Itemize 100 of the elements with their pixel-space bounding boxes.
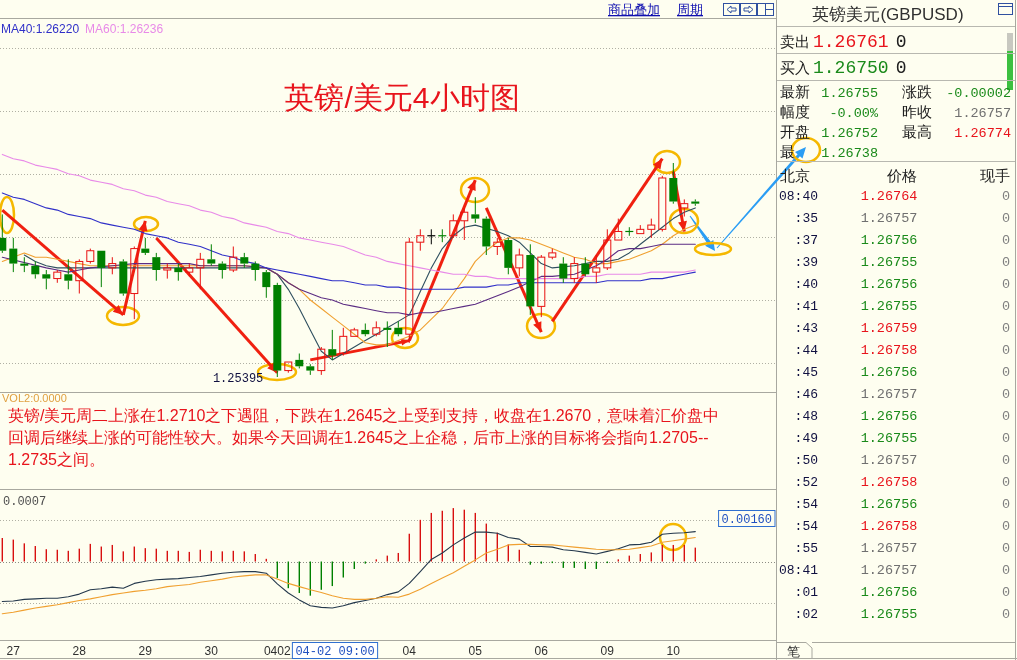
data-label: 0 <box>895 32 907 52</box>
category-label: 最新 <box>780 83 810 100</box>
x-tick-label: 29 <box>138 644 153 658</box>
data-label: 1.26757 <box>860 541 918 556</box>
data-label: 0 <box>1001 365 1010 380</box>
category-label: 幅度 <box>780 103 810 120</box>
category-label: 卖出 <box>780 33 810 50</box>
category-label: :39 <box>794 255 818 270</box>
x-tick-label: 30 <box>204 644 219 658</box>
data-label: 0 <box>1001 607 1010 622</box>
data-label: 1.26758 <box>860 475 918 490</box>
data-label: 0 <box>1001 585 1010 600</box>
data-label: 0 <box>1001 211 1010 226</box>
text: 0.00160 <box>721 513 772 527</box>
data-label: 0 <box>1001 431 1010 446</box>
data-label: 1.26756 <box>860 409 918 424</box>
data-label: 1.26755 <box>860 255 918 270</box>
text: -0.00002 <box>946 86 1011 101</box>
category-label: 涨跌 <box>902 83 932 100</box>
x-tick-label: 28 <box>72 644 87 658</box>
text: 英镑/美元周二上涨在1.2710之下遇阻，下跌在1.2645之上受到支持，收盘在1.2670，意味着汇价盘中回调后继续上涨的可能性较大。如果今天回调在1.2645之上企稳，后市上涨的目标将会指向1.2705--1.2735之间。 <box>8 407 720 468</box>
data-label: 1.26774 <box>954 126 1011 141</box>
data-label: 1.26757 <box>860 453 918 468</box>
annotation: 0.0007 <box>3 495 47 509</box>
category-label: :37 <box>794 233 818 248</box>
category-label: :40 <box>794 277 818 292</box>
data-label: 0 <box>1001 189 1010 204</box>
category-label: :52 <box>794 475 818 490</box>
data-label: 0 <box>1001 409 1010 424</box>
category-label: 08:40 <box>778 189 818 204</box>
category-label: :50 <box>794 453 818 468</box>
x-tick-label: 04 <box>402 644 417 658</box>
data-label: 0 <box>1001 277 1010 292</box>
data-label: 0 <box>1001 387 1010 402</box>
text: -0.00% <box>829 106 879 121</box>
annotation: 1.25395 <box>212 372 264 386</box>
x-tick-label: 06 <box>534 644 549 658</box>
text: 周期 <box>677 2 703 17</box>
category-label: 08:41 <box>778 563 819 578</box>
text: 04-02 09:00 <box>295 645 375 659</box>
data-label: 1.26756 <box>860 585 918 600</box>
text: VOL2:0.0000 <box>2 392 67 404</box>
text: 笔 <box>786 644 800 659</box>
data-label: 1.26757 <box>954 106 1011 121</box>
data-label: 1.26756 <box>860 497 918 512</box>
category-label: 买入 <box>780 59 810 76</box>
text: 1.26750 <box>813 58 889 78</box>
data-label: 0 <box>1001 255 1010 270</box>
category-label: :02 <box>794 607 818 622</box>
data-label: 1.26756 <box>860 233 918 248</box>
data-label: 1.26752 <box>821 126 878 141</box>
data-label: 1.26755 <box>860 431 918 446</box>
data-label: 0 <box>1001 541 1010 556</box>
x-tick-label: 27 <box>6 644 21 658</box>
category-label: :41 <box>794 299 819 314</box>
category-label: :54 <box>794 519 819 534</box>
category-label: :55 <box>794 541 818 556</box>
category-label: :46 <box>794 387 818 402</box>
data-label: 1.26755 <box>860 299 918 314</box>
text: 商品叠加 <box>608 2 660 17</box>
data-label: 1.26756 <box>860 277 918 292</box>
category-label: 最高 <box>902 123 932 140</box>
category-label: :01 <box>794 585 819 600</box>
text: 北京 <box>780 167 810 184</box>
data-label: 1.26758 <box>860 343 918 358</box>
x-tick-label: 0402 <box>263 644 291 658</box>
data-label: 1.26755 <box>860 607 918 622</box>
chart-title: 英镑/美元4小时图 <box>284 81 520 114</box>
data-label: 1.26761 <box>813 32 889 52</box>
x-tick-label: 05 <box>468 644 483 658</box>
data-label: 0 <box>1001 233 1010 248</box>
data-label: 1.26764 <box>860 189 918 204</box>
data-label: 0 <box>1001 475 1010 490</box>
x-tick-label: 09 <box>600 644 615 658</box>
category-label: :35 <box>794 211 818 226</box>
category-label: :54 <box>794 497 819 512</box>
data-label: 0 <box>1001 453 1010 468</box>
x-tick-label: 10 <box>666 644 681 658</box>
category-label: :43 <box>794 321 818 336</box>
data-label: 1.26757 <box>860 387 918 402</box>
data-label: 1.26738 <box>821 146 878 161</box>
data-label: 1.26756 <box>860 365 918 380</box>
data-label: 0 <box>1001 519 1010 534</box>
text: MA60:1.26236 <box>85 22 164 36</box>
category-label: :49 <box>794 431 818 446</box>
data-label: 1.26757 <box>860 211 918 226</box>
category-label: 昨收 <box>902 103 932 120</box>
data-label: 1.26758 <box>860 519 918 534</box>
text: MA40:1.26220 <box>1 22 80 36</box>
data-label: 0 <box>1001 343 1010 358</box>
data-label: 0 <box>895 58 907 78</box>
text: 英镑美元(GBPUSD) <box>812 5 964 24</box>
category-label: :44 <box>794 343 819 358</box>
category-label: 开盘 <box>780 123 810 140</box>
data-label: 0 <box>1001 321 1010 336</box>
category-label: :48 <box>794 409 818 424</box>
data-label: 0 <box>1001 497 1010 512</box>
category-label: :45 <box>794 365 818 380</box>
data-label: 1.26759 <box>860 321 918 336</box>
data-label: 1.26755 <box>821 86 878 101</box>
